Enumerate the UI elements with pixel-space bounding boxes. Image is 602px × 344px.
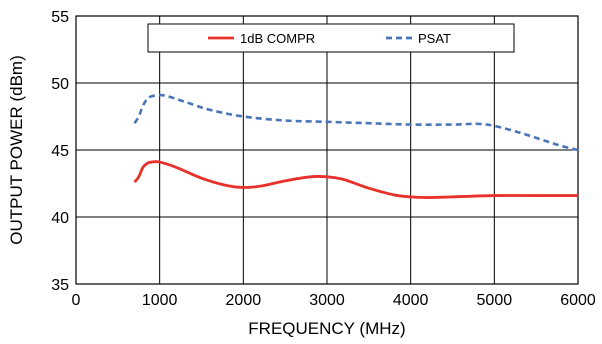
legend-label-psat: PSAT [418, 31, 451, 46]
tick-labels: 0 1000 2000 3000 4000 5000 6000 35 40 45 50 55 [51, 9, 596, 309]
x-tick-label: 0 [72, 292, 81, 309]
x-tick-label: 2000 [226, 292, 262, 309]
y-axis-label: OUTPUT POWER (dBm) [7, 55, 26, 245]
x-tick-label: 4000 [393, 292, 429, 309]
y-tick-label: 45 [51, 143, 69, 160]
x-axis-label: FREQUENCY (MHz) [248, 319, 405, 338]
x-tick-label: 5000 [477, 292, 513, 309]
x-tick-label: 6000 [560, 292, 596, 309]
legend-label-1db-compr: 1dB COMPR [240, 31, 315, 46]
legend-box [147, 23, 515, 53]
series-line-1db-compr [133, 160, 578, 199]
y-tick-label: 55 [51, 9, 69, 26]
series-lines [133, 93, 579, 199]
y-tick-label: 50 [51, 76, 69, 93]
x-tick-label: 1000 [142, 292, 178, 309]
legend: 1dB COMPR PSAT [147, 23, 515, 53]
y-tick-label: 35 [51, 277, 69, 294]
x-tick-label: 3000 [309, 292, 345, 309]
gridlines [76, 16, 578, 284]
y-tick-label: 40 [51, 210, 69, 227]
